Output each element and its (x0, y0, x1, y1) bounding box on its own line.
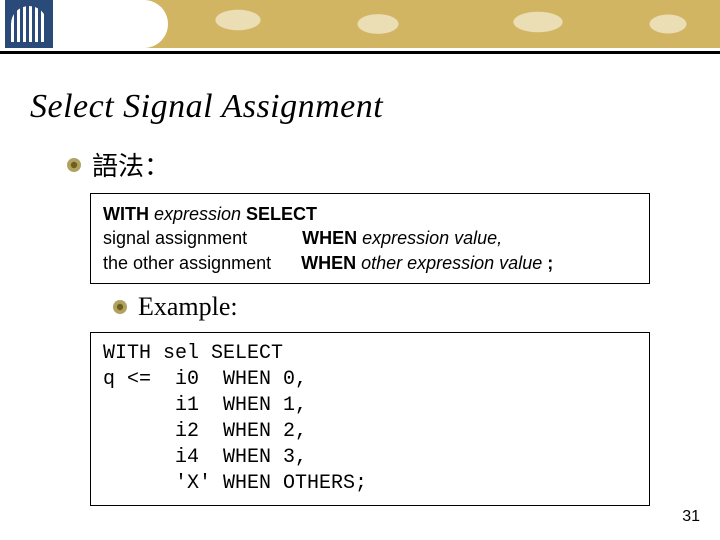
bullet-example-label: Example: (138, 292, 238, 322)
example-box: WITH sel SELECT q <= i0 WHEN 0, i1 WHEN … (90, 332, 650, 506)
bullet-icon (112, 299, 128, 315)
bullet-icon (66, 157, 82, 173)
syntax-line-1: WITH expression SELECT (103, 202, 637, 226)
bullet-example: Example: (112, 292, 690, 322)
slide-content: Select Signal Assignment 語法： WITH expres… (0, 70, 720, 506)
header-map-strip (58, 0, 720, 48)
logo-graphic (11, 6, 47, 42)
syntax-line-2: signal assignment WHEN expression value, (103, 226, 637, 250)
header-divider (0, 51, 720, 54)
page-number: 31 (682, 508, 700, 526)
syntax-box: WITH expression SELECT signal assignment… (90, 193, 650, 284)
slide-header (0, 0, 720, 70)
slide-title: Select Signal Assignment (30, 88, 690, 126)
logo (5, 0, 53, 48)
bullet-syntax-label: 語法： (92, 146, 170, 183)
bullet-syntax: 語法： (66, 146, 690, 183)
syntax-line-3: the other assignment WHEN other expressi… (103, 251, 637, 275)
